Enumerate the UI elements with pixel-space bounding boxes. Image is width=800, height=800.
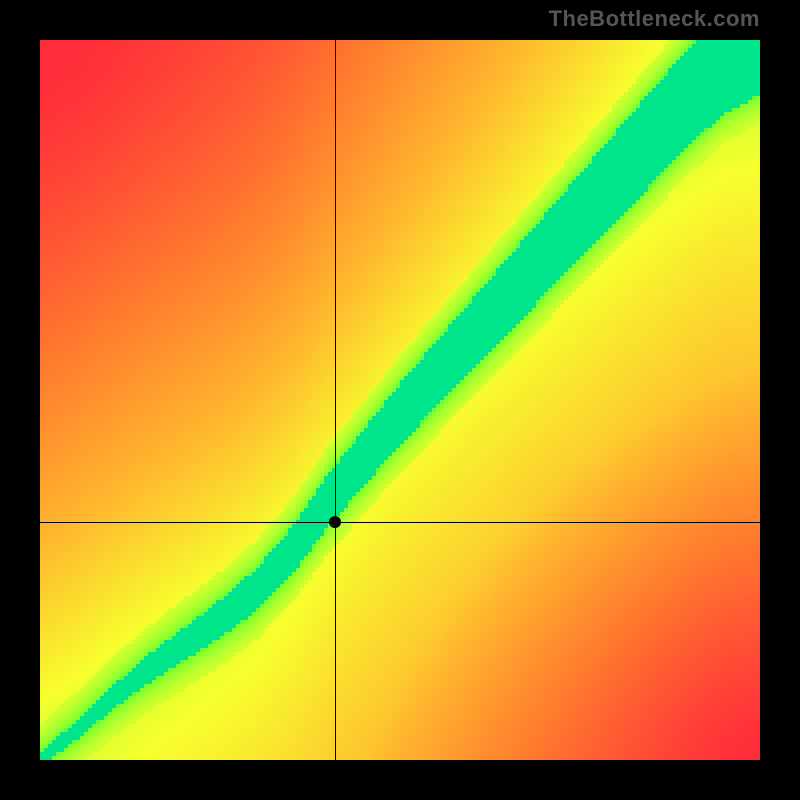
watermark-text: TheBottleneck.com [549,6,760,32]
heatmap-plot [40,40,760,760]
chart-container: TheBottleneck.com [0,0,800,800]
